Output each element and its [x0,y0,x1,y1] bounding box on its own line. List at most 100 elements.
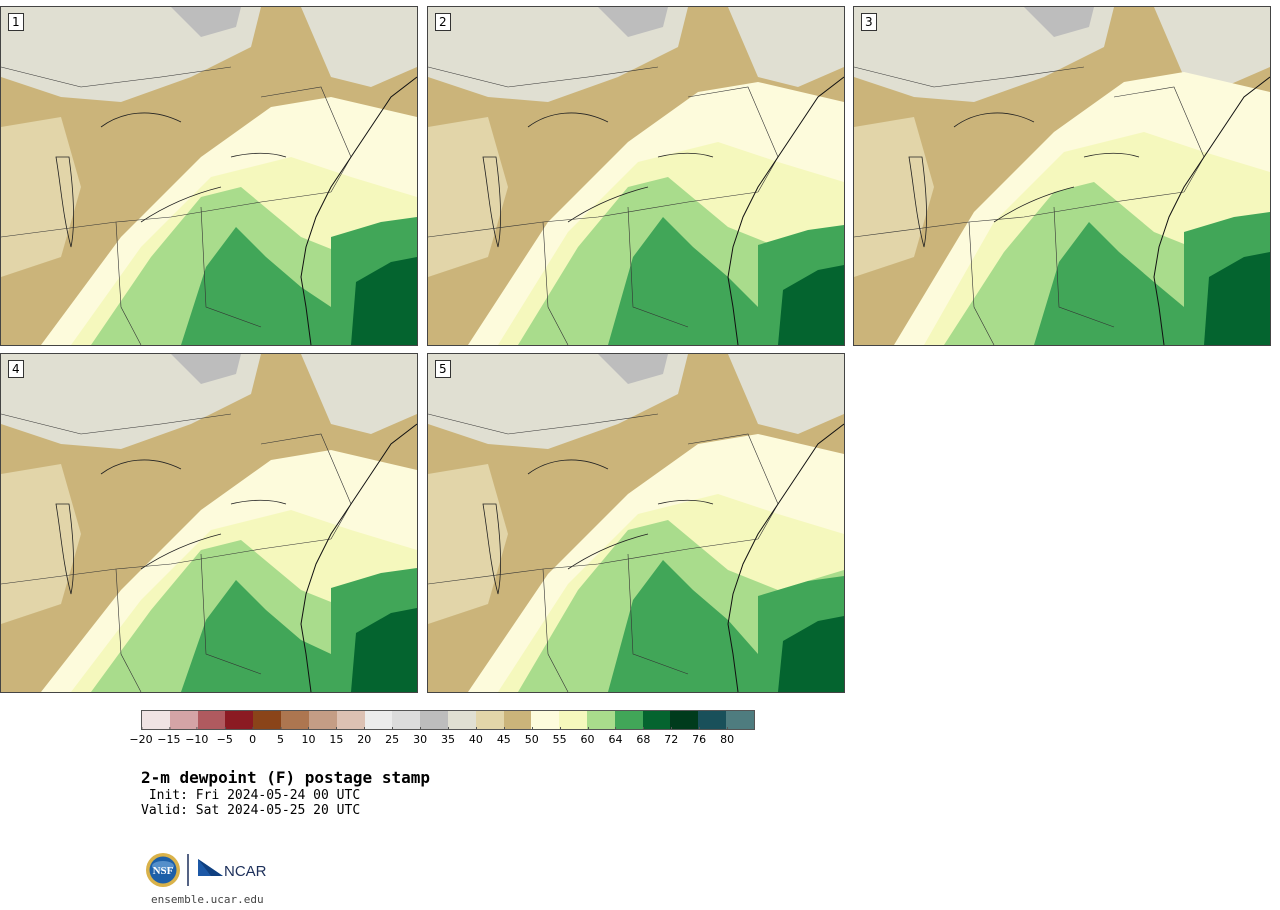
colorbar-swatch [336,711,365,729]
state-border [200,553,262,675]
colorbar-tick-label: −5 [217,727,233,746]
panel-number: 2 [435,13,451,31]
lake-erie-outline [140,533,222,570]
ocean-very-humid [1204,252,1270,345]
lake-erie-outline [140,186,222,223]
very-dry-region [1024,7,1094,37]
very-dry-region [598,354,668,384]
map-panel-3: 3 [853,6,1271,346]
state-border [200,206,262,328]
lake-michigan-outline [55,156,75,248]
ocean-very-humid [351,257,417,345]
ocean-very-humid [351,608,417,692]
state-border [1113,86,1205,193]
coastline [300,76,417,345]
colorbar-tick-label: 55 [553,727,567,746]
lake-erie-outline [993,186,1075,223]
state-border [115,221,142,345]
ocean-very-humid [778,616,844,692]
colorbar-swatch [364,711,393,729]
country-border [1,66,232,88]
init-time: Init: Fri 2024-05-24 00 UTC [141,788,361,803]
dewpoint-map [854,7,1270,345]
very-dry-region [171,354,241,384]
colorbar-tick-label: 64 [608,727,622,746]
colorbar-tick-label: 40 [469,727,483,746]
country-border [428,413,659,435]
map-panel-2: 2 [427,6,845,346]
lake-ontario-outline [230,499,287,505]
cold-dry-region [301,354,417,434]
state-border [1,538,332,585]
coastline [727,76,844,345]
cold-dry-region [728,7,844,87]
lake-superior-outline [953,112,1035,128]
state-border [1,191,332,238]
very-humid-region [181,580,331,692]
very-humid-region [608,217,758,345]
lake-erie-outline [567,533,649,570]
state-border [260,86,352,193]
coastline [727,423,844,692]
cold-dry-region [728,354,844,434]
dewpoint-map [1,354,417,692]
state-border [968,221,995,345]
coastline [300,423,417,692]
colorbar-tick-label: 30 [413,727,427,746]
colorbar-swatch [197,711,226,729]
colorbar-tick-label: 20 [357,727,371,746]
map-panel-4: 4 [0,353,418,693]
colorbar-swatch [225,711,254,729]
country-border [428,66,659,88]
lake-erie-outline [567,186,649,223]
state-border [1053,206,1115,328]
title-block: 2-m dewpoint (F) postage stamp Init: Fri… [141,768,430,818]
colorbar-swatch [614,711,643,729]
colorbar-tick-label: 5 [277,727,284,746]
plot-title: 2-m dewpoint (F) postage stamp [141,768,430,787]
colorbar-tick-label: 45 [497,727,511,746]
logos: NSF NCAR [145,851,285,889]
dewpoint-map [428,7,844,345]
panel-number: 1 [8,13,24,31]
panel-number: 3 [861,13,877,31]
panel-number: 4 [8,360,24,378]
colorbar-swatch [531,711,560,729]
colorbar-swatch [281,711,309,729]
valid-time: Valid: Sat 2024-05-25 20 UTC [141,803,361,818]
lake-superior-outline [527,459,609,475]
dewpoint-map [1,7,417,345]
very-humid-region [1034,222,1184,345]
colorbar-swatch [670,711,699,729]
state-border [115,568,142,692]
state-border [542,568,569,692]
lake-michigan-outline [482,156,502,248]
colorbar-swatch [642,711,671,729]
state-border [627,206,689,328]
lake-michigan-outline [482,503,502,595]
dewpoint-map [428,354,844,692]
cold-dry-region [1154,7,1270,87]
site-url: ensemble.ucar.edu [151,893,264,906]
lake-michigan-outline [55,503,75,595]
state-border [687,86,779,193]
colorbar [141,710,755,730]
very-humid-region [608,560,758,692]
colorbar-tick-label: 35 [441,727,455,746]
colorbar-tick-label: −10 [185,727,208,746]
ncar-logo-text: NCAR [224,863,267,880]
state-border [542,221,569,345]
lake-superior-outline [100,112,182,128]
colorbar-swatch [142,711,170,729]
colorbar-swatch [420,711,448,729]
colorbar-swatch [392,711,421,729]
map-panel-5: 5 [427,353,845,693]
lake-ontario-outline [1083,152,1140,158]
colorbar-swatch [698,711,727,729]
colorbar-tick-label: 76 [692,727,706,746]
state-border [428,191,759,238]
colorbar-ticks: −20 −15 −10 −5 0 5 10 15 20 25 30 35 40 45 50 55 60 64 68 7… [129,727,755,750]
colorbar-swatch [447,711,476,729]
colorbar-tick-label: 50 [525,727,539,746]
colorbar-swatch [475,711,504,729]
